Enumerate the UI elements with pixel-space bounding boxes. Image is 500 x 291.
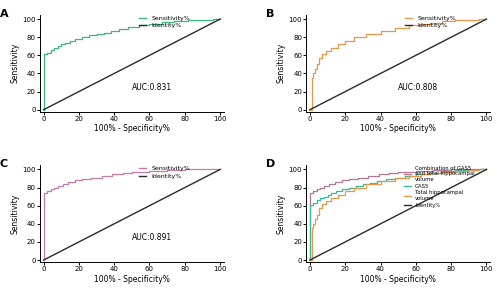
X-axis label: 100% - Specificity%: 100% - Specificity% (360, 275, 436, 284)
Legend: Sensitivity%, Identity%: Sensitivity%, Identity% (405, 16, 456, 28)
Text: D: D (266, 159, 275, 169)
Text: B: B (266, 9, 274, 19)
Text: C: C (0, 159, 8, 169)
X-axis label: 100% - Specificity%: 100% - Specificity% (94, 275, 170, 284)
Legend: Sensitivity%, Identity%: Sensitivity%, Identity% (138, 16, 190, 28)
Text: A: A (0, 9, 8, 19)
Y-axis label: Sensitivity: Sensitivity (277, 193, 286, 233)
Y-axis label: Sensitivity: Sensitivity (277, 43, 286, 83)
X-axis label: 100% - Specificity%: 100% - Specificity% (94, 125, 170, 134)
Text: AUC:0.831: AUC:0.831 (132, 83, 172, 92)
Legend: Combination of GAS5
and total hippocampal
volume, GAS5, Total hippocampal
volume: Combination of GAS5 and total hippocampa… (404, 166, 474, 208)
Y-axis label: Sensitivity: Sensitivity (10, 193, 20, 233)
Y-axis label: Sensitivity: Sensitivity (10, 43, 20, 83)
X-axis label: 100% - Specificity%: 100% - Specificity% (360, 125, 436, 134)
Legend: Sensitivity%, Identity%: Sensitivity%, Identity% (138, 166, 190, 179)
Text: AUC:0.808: AUC:0.808 (398, 83, 438, 92)
Text: AUC:0.891: AUC:0.891 (132, 233, 172, 242)
